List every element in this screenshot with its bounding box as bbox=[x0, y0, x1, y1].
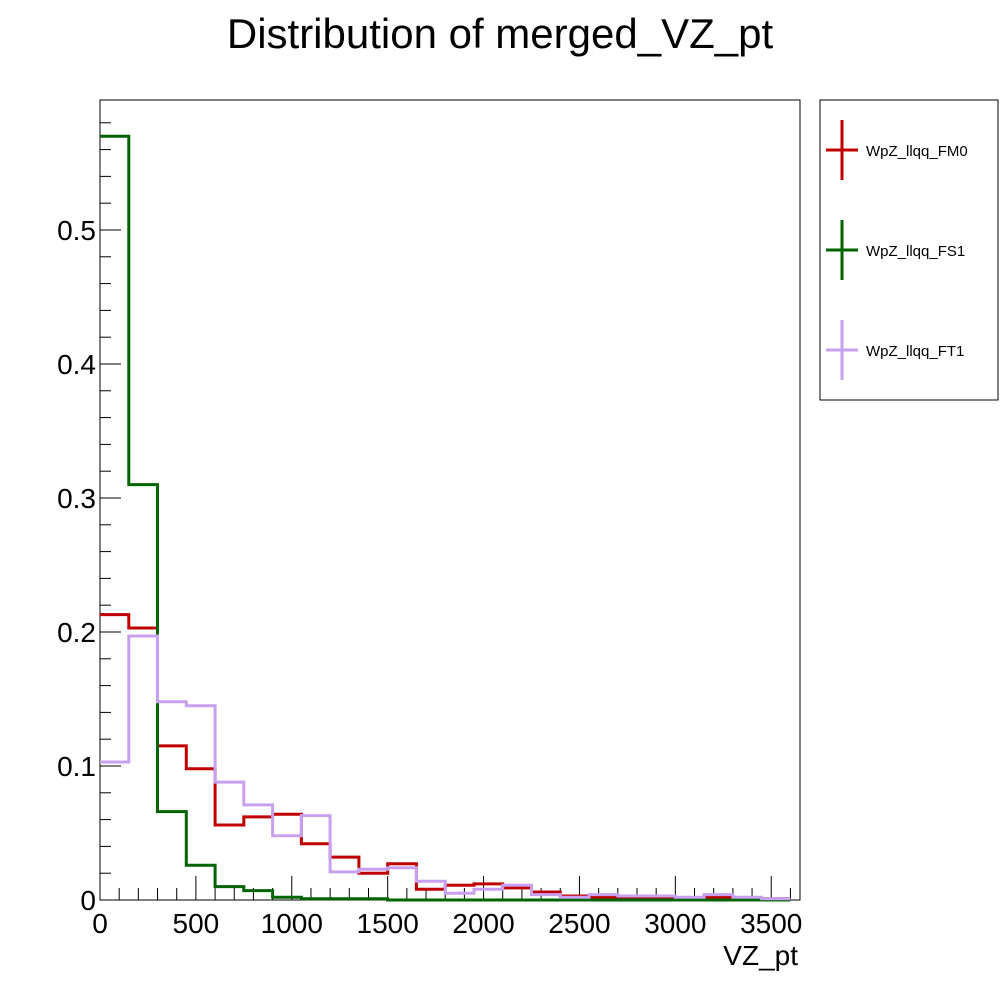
x-tick-label: 3000 bbox=[644, 908, 706, 939]
legend-label: WpZ_llqq_FM0 bbox=[866, 143, 968, 160]
legend: WpZ_llqq_FM0 WpZ_llqq_FS1 WpZ_llqq_FT1 bbox=[819, 99, 999, 401]
legend-label: WpZ_llqq_FT1 bbox=[866, 343, 964, 360]
x-tick-label: 0 bbox=[92, 908, 108, 939]
legend-entry: WpZ_llqq_FM0 bbox=[826, 120, 968, 180]
x-tick-label: 500 bbox=[173, 908, 220, 939]
x-axis-label: VZ_pt bbox=[723, 940, 798, 971]
x-tick-label: 3500 bbox=[740, 908, 802, 939]
legend-entry: WpZ_llqq_FS1 bbox=[826, 220, 965, 280]
chart-title: Distribution of merged_VZ_pt bbox=[227, 10, 774, 57]
tick-labels: 0 500 1000 1500 2000 2500 3000 3500 0 0.1 0.2 0.3 0.… bbox=[57, 215, 802, 939]
x-tick-label: 1000 bbox=[261, 908, 323, 939]
legend-label: WpZ_llqq_FS1 bbox=[866, 243, 965, 260]
x-tick-label: 2000 bbox=[452, 908, 514, 939]
series-line-1 bbox=[100, 134, 791, 902]
y-tick-label: 0.5 bbox=[57, 215, 96, 246]
plot-frame bbox=[99, 99, 801, 901]
axis-ticks bbox=[99, 122, 791, 901]
y-tick-label: 0.4 bbox=[57, 349, 96, 380]
series-line-2 bbox=[100, 634, 791, 901]
x-tick-label: 2500 bbox=[548, 908, 610, 939]
legend-entry: WpZ_llqq_FT1 bbox=[826, 320, 964, 380]
series-layer bbox=[100, 134, 791, 902]
series-line-0 bbox=[100, 613, 791, 901]
y-tick-label: 0 bbox=[80, 885, 96, 916]
y-tick-label: 0.2 bbox=[57, 617, 96, 648]
y-tick-label: 0.3 bbox=[57, 483, 96, 514]
x-tick-label: 1500 bbox=[357, 908, 419, 939]
y-tick-label: 0.1 bbox=[57, 751, 96, 782]
